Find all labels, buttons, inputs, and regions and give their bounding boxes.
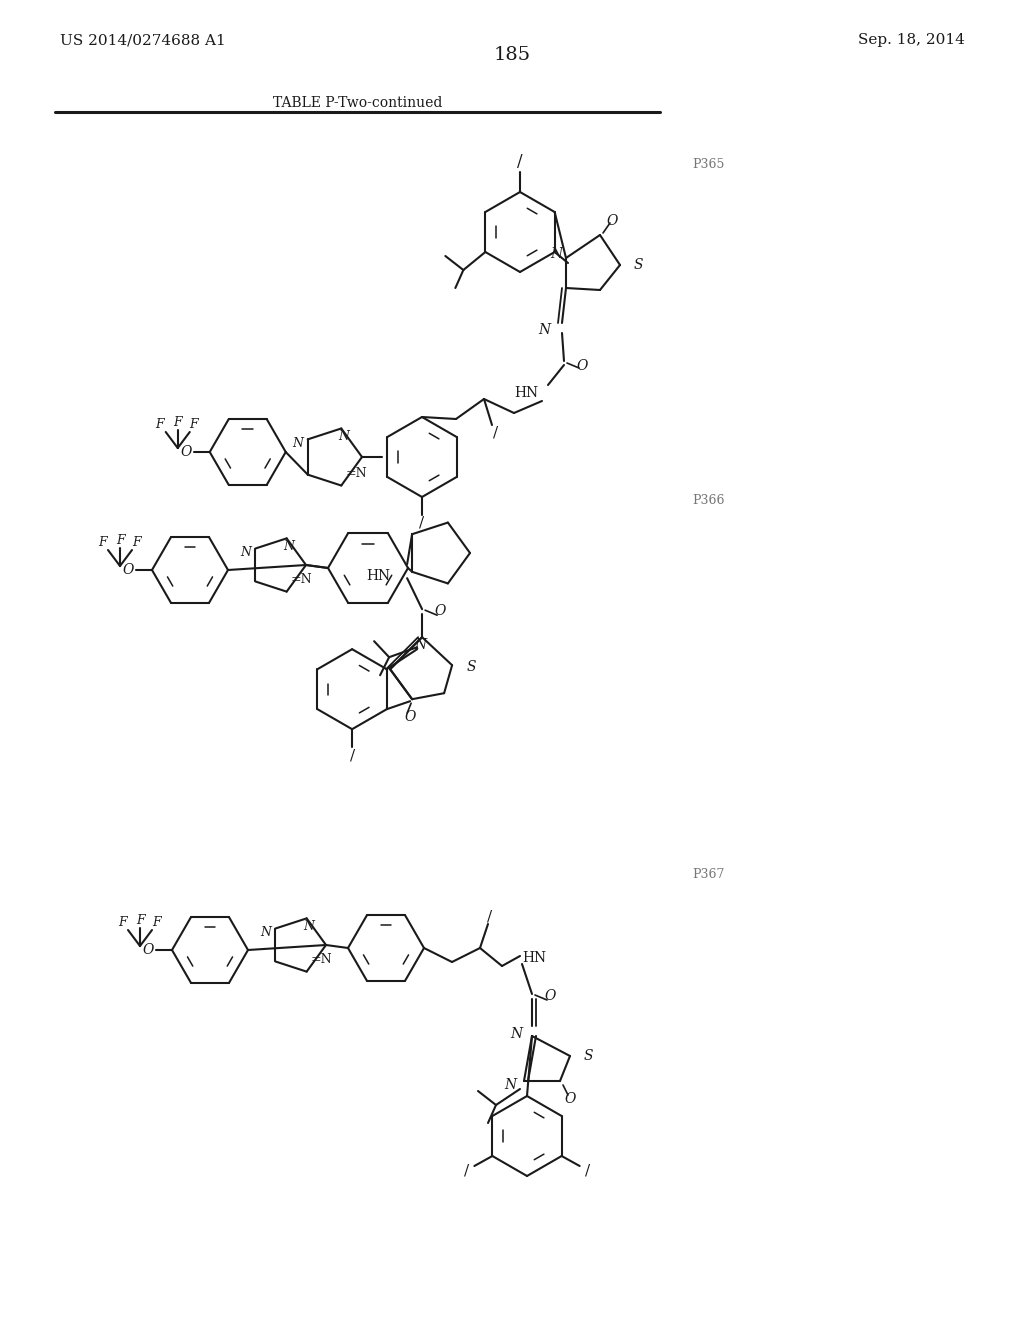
Text: F: F bbox=[136, 913, 144, 927]
Text: O: O bbox=[180, 445, 191, 459]
Text: P366: P366 bbox=[692, 494, 725, 507]
Text: /: / bbox=[349, 748, 354, 762]
Text: O: O bbox=[564, 1092, 575, 1106]
Text: US 2014/0274688 A1: US 2014/0274688 A1 bbox=[60, 33, 225, 48]
Text: N: N bbox=[510, 1027, 522, 1041]
Text: O: O bbox=[545, 989, 556, 1003]
Text: 185: 185 bbox=[494, 46, 530, 63]
Text: O: O bbox=[606, 214, 617, 228]
Text: N: N bbox=[504, 1078, 516, 1092]
Text: N: N bbox=[241, 546, 251, 560]
Text: Sep. 18, 2014: Sep. 18, 2014 bbox=[858, 33, 965, 48]
Text: N: N bbox=[293, 437, 304, 450]
Text: =N: =N bbox=[291, 573, 312, 586]
Text: /: / bbox=[464, 1163, 469, 1177]
Text: O: O bbox=[142, 942, 154, 957]
Text: /: / bbox=[420, 516, 425, 531]
Text: F: F bbox=[189, 417, 198, 430]
Text: O: O bbox=[122, 564, 134, 577]
Text: N: N bbox=[284, 540, 294, 553]
Text: /: / bbox=[585, 1163, 590, 1177]
Text: N: N bbox=[414, 638, 426, 652]
Text: /: / bbox=[517, 153, 523, 170]
Text: HN: HN bbox=[522, 950, 546, 965]
Text: S: S bbox=[634, 257, 643, 272]
Text: HN: HN bbox=[366, 569, 390, 583]
Text: F: F bbox=[156, 417, 164, 430]
Text: /: / bbox=[487, 909, 493, 923]
Text: N: N bbox=[303, 920, 314, 933]
Text: /: / bbox=[494, 426, 499, 440]
Text: F: F bbox=[116, 533, 124, 546]
Text: N: N bbox=[338, 430, 349, 444]
Text: P367: P367 bbox=[692, 869, 724, 882]
Text: =N: =N bbox=[345, 467, 367, 480]
Text: N: N bbox=[538, 323, 550, 337]
Text: S: S bbox=[584, 1049, 594, 1063]
Text: N: N bbox=[260, 927, 271, 939]
Text: S: S bbox=[466, 660, 475, 675]
Text: =N: =N bbox=[310, 953, 332, 966]
Text: F: F bbox=[118, 916, 126, 928]
Text: P365: P365 bbox=[692, 158, 724, 172]
Text: TABLE P-Two-continued: TABLE P-Two-continued bbox=[273, 96, 442, 110]
Text: HN: HN bbox=[514, 385, 538, 400]
Text: F: F bbox=[173, 416, 182, 429]
Text: F: F bbox=[97, 536, 106, 549]
Text: O: O bbox=[404, 710, 416, 725]
Text: O: O bbox=[434, 605, 445, 618]
Text: N: N bbox=[550, 247, 562, 261]
Text: F: F bbox=[152, 916, 161, 928]
Text: O: O bbox=[577, 359, 588, 374]
Text: F: F bbox=[132, 536, 140, 549]
